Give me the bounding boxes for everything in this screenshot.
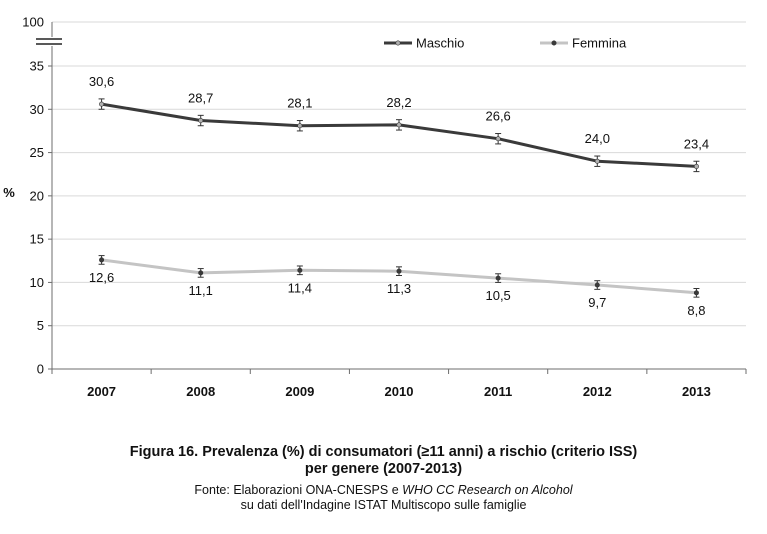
data-label: 9,7 <box>588 295 606 310</box>
x-tick-label: 2007 <box>87 384 116 399</box>
data-label: 11,3 <box>387 281 411 296</box>
y-tick-label: 35 <box>30 59 44 74</box>
caption-source-line-2: su dati dell'Indagine ISTAT Multiscopo s… <box>240 498 527 512</box>
data-label: 11,1 <box>189 283 213 298</box>
data-label: 28,1 <box>287 96 312 111</box>
caption-source-prefix: Fonte: Elaborazioni ONA-CNESPS e <box>194 483 403 497</box>
figure-caption-title: Figura 16. Prevalenza (%) di consumatori… <box>0 444 767 478</box>
data-point <box>99 101 105 107</box>
data-point <box>693 290 699 296</box>
data-label: 11,4 <box>288 280 312 295</box>
legend-marker <box>395 40 401 46</box>
data-point <box>594 158 600 164</box>
y-tick-label-top: 100 <box>22 15 44 30</box>
x-tick-label: 2012 <box>583 384 612 399</box>
data-label: 28,2 <box>386 95 411 110</box>
x-tick-label: 2011 <box>484 384 512 399</box>
y-axis-title: % <box>3 185 15 200</box>
x-tick-label: 2008 <box>186 384 215 399</box>
y-tick-label: 5 <box>37 318 44 333</box>
data-label: 24,0 <box>585 131 610 146</box>
y-tick-label: 30 <box>30 102 44 117</box>
x-tick-label: 2009 <box>285 384 314 399</box>
data-label: 10,5 <box>485 288 510 303</box>
data-point <box>198 270 204 276</box>
data-point <box>396 122 402 128</box>
legend-label: Femmina <box>572 36 627 51</box>
data-point <box>495 136 501 142</box>
legend-marker <box>551 40 557 46</box>
y-tick-label: 20 <box>30 188 44 203</box>
line-chart: 0 5 10 15 20 25 30 35 100% 2007 2008 2009 2010 2011 20… <box>3 15 747 399</box>
caption-title-line-1: Figura 16. Prevalenza (%) di consumatori… <box>129 444 638 460</box>
axis-break-gap <box>36 37 62 46</box>
data-point <box>99 257 105 263</box>
data-point <box>198 118 204 124</box>
data-point <box>396 268 402 274</box>
data-point <box>297 123 303 129</box>
caption-title-line-2: per genere (2007-2013) <box>304 461 463 477</box>
data-label: 23,4 <box>684 136 709 151</box>
data-label: 28,7 <box>188 91 213 106</box>
legend-label: Maschio <box>416 36 464 51</box>
y-tick-label: 0 <box>37 362 44 377</box>
data-label: 12,6 <box>89 270 114 285</box>
y-tick-label: 25 <box>30 145 44 160</box>
figure-caption-source: Fonte: Elaborazioni ONA-CNESPS e WHO CC … <box>0 483 767 513</box>
y-tick-label: 10 <box>30 275 44 290</box>
data-label: 30,6 <box>89 74 114 89</box>
x-tick-label: 2013 <box>682 384 711 399</box>
caption-source-italic: WHO CC Research on Alcohol <box>402 483 573 497</box>
data-label: 8,8 <box>687 303 705 318</box>
data-point <box>693 163 699 169</box>
x-tick-label: 2010 <box>385 384 414 399</box>
y-tick-label: 15 <box>30 232 44 247</box>
caption-source-line-1: Fonte: Elaborazioni ONA-CNESPS e WHO CC … <box>0 483 767 498</box>
data-point <box>495 275 501 281</box>
data-label: 26,6 <box>485 109 510 124</box>
data-point <box>594 282 600 288</box>
data-point <box>297 267 303 273</box>
